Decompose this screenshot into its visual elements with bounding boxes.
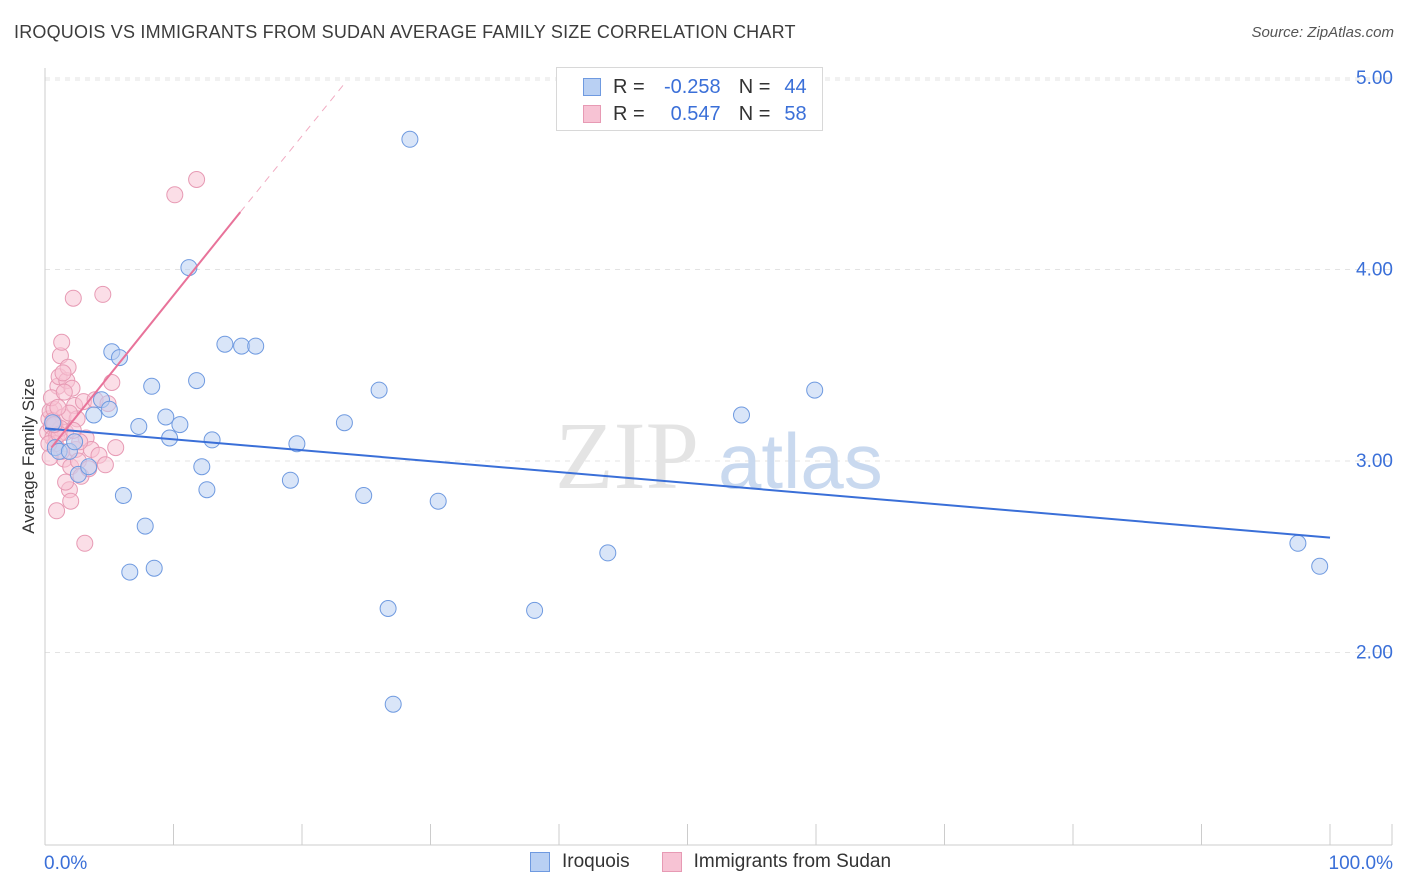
iroquois-point (188, 372, 206, 390)
correlation-legend: R = -0.258 N = 44 R = 0.547 N = 58 (556, 67, 823, 131)
legend-item-sudan[interactable]: Immigrants from Sudan (661, 851, 892, 873)
sudan-point (62, 492, 80, 510)
iroquois-point (136, 517, 154, 535)
iroquois-point (198, 481, 216, 499)
iroquois-point (114, 487, 132, 504)
iroquois-point (384, 695, 402, 713)
iroquois-swatch (583, 78, 601, 96)
sudan-trendline (239, 83, 345, 213)
sudan-point (54, 364, 72, 382)
iroquois-point (281, 471, 299, 489)
tick-labels: 2.00 3.00 4.00 5.00 0.0% 100.0% (44, 68, 1393, 874)
series-iroquois-points (44, 130, 1329, 713)
sudan-point (96, 456, 114, 474)
iroquois-point (401, 130, 419, 148)
watermark-atlas: atlas (718, 417, 883, 505)
iroquois-point (180, 259, 198, 277)
legend-label: Immigrants from Sudan (693, 851, 892, 872)
sudan-point (57, 473, 75, 491)
y-tick-label: 4.00 (1356, 260, 1393, 281)
n-value: 58 (784, 102, 807, 125)
iroquois-point (111, 349, 128, 367)
iroquois-point (44, 414, 62, 432)
iroquois-point (193, 458, 211, 476)
series-legend: Iroquois Immigrants from Sudan (530, 851, 923, 873)
source-label: Source: ZipAtlas.com (1251, 24, 1394, 41)
iroquois-point (1311, 557, 1329, 575)
r-label: R = (613, 102, 645, 125)
iroquois-point (599, 544, 617, 562)
sudan-point (166, 186, 184, 204)
chart-title: IROQUOIS VS IMMIGRANTS FROM SUDAN AVERAG… (14, 22, 796, 42)
r-label: R = (613, 75, 645, 98)
legend-item-iroquois[interactable]: Iroquois (530, 851, 630, 873)
iroquois-point (288, 435, 306, 453)
iroquois-point (335, 414, 353, 432)
n-label: N = (738, 75, 771, 98)
iroquois-point (355, 487, 373, 504)
iroquois-point (171, 416, 189, 434)
iroquois-point (806, 381, 824, 399)
sudan-point (107, 439, 125, 457)
iroquois-point (379, 600, 397, 617)
iroquois-point (143, 377, 161, 395)
iroquois-point (247, 337, 265, 355)
iroquois-point (526, 601, 544, 619)
iroquois-point (203, 431, 221, 449)
y-tick-label: 2.00 (1356, 643, 1393, 664)
legend-row-iroquois: R = -0.258 N = 44 (583, 74, 807, 100)
sudan-point (64, 289, 82, 307)
y-tick-label: 5.00 (1356, 68, 1393, 89)
sudan-point (188, 171, 206, 188)
sudan-point (76, 534, 94, 552)
r-value: -0.258 (663, 75, 721, 98)
sudan-point (49, 398, 67, 416)
gridlines (45, 77, 1392, 653)
watermark-zip: ZIP (555, 402, 699, 509)
iroquois-point (429, 492, 447, 510)
iroquois-point (121, 563, 139, 581)
trendlines (44, 83, 1331, 539)
sudan-swatch (661, 852, 682, 872)
iroquois-swatch (530, 852, 550, 872)
n-value: 44 (784, 75, 807, 98)
legend-row-sudan: R = 0.547 N = 58 (583, 101, 807, 127)
y-axis-label: Average Family Size (19, 378, 38, 534)
sudan-swatch (583, 105, 601, 123)
iroquois-point (370, 381, 388, 399)
iroquois-point (100, 400, 118, 418)
iroquois-point (145, 559, 163, 577)
x-tick-label: 0.0% (44, 853, 87, 874)
iroquois-point (130, 418, 148, 435)
iroquois-point (216, 335, 234, 353)
sudan-point (94, 285, 112, 303)
iroquois-point (85, 406, 103, 424)
iroquois-point (733, 406, 750, 424)
iroquois-point (80, 458, 98, 476)
legend-label: Iroquois (562, 851, 630, 872)
sudan-point (103, 374, 121, 391)
sudan-point (48, 502, 66, 520)
iroquois-point (66, 433, 84, 451)
iroquois-trendline (44, 427, 1331, 539)
sudan-point (55, 383, 73, 401)
sudan-trendline (50, 211, 242, 449)
x-tick-label: 100.0% (1329, 853, 1394, 874)
n-label: N = (738, 102, 771, 125)
sudan-point (53, 333, 71, 351)
watermark: ZIP atlas (555, 402, 883, 509)
y-tick-label: 3.00 (1356, 451, 1393, 472)
iroquois-point (157, 408, 175, 426)
iroquois-point (1289, 534, 1307, 552)
r-value: 0.547 (670, 102, 721, 125)
